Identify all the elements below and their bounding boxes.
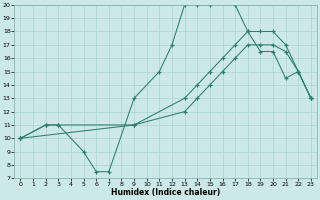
X-axis label: Humidex (Indice chaleur): Humidex (Indice chaleur) bbox=[111, 188, 220, 197]
